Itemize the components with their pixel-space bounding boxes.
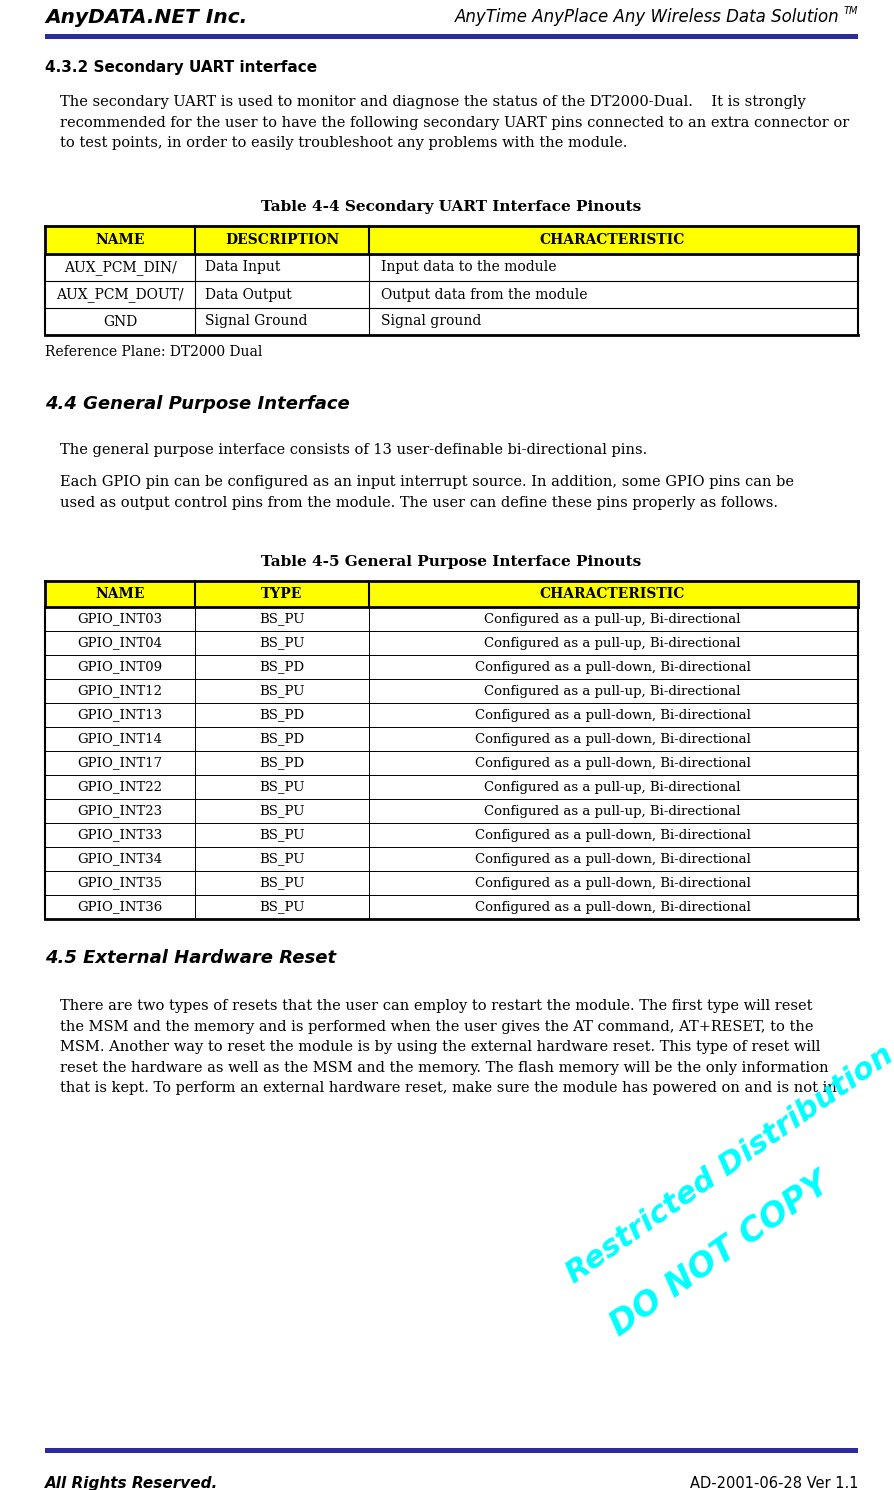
- Bar: [45, 799, 858, 822]
- Text: Table 4-5 General Purpose Interface Pinouts: Table 4-5 General Purpose Interface Pino…: [261, 554, 642, 569]
- Text: BS_PD: BS_PD: [259, 709, 305, 721]
- Text: There are two types of resets that the user can employ to restart the module. Th: There are two types of resets that the u…: [60, 998, 837, 1095]
- Text: 4.5 External Hardware Reset: 4.5 External Hardware Reset: [45, 949, 336, 967]
- Bar: [45, 253, 858, 282]
- Text: Configured as a pull-up, Bi-directional: Configured as a pull-up, Bi-directional: [485, 636, 741, 650]
- Text: Configured as a pull-up, Bi-directional: Configured as a pull-up, Bi-directional: [485, 684, 741, 697]
- Text: BS_PU: BS_PU: [259, 684, 305, 697]
- Text: NAME: NAME: [96, 232, 145, 247]
- Text: BS_PU: BS_PU: [259, 852, 305, 866]
- Text: AnyTime AnyPlace Any Wireless Data Solution: AnyTime AnyPlace Any Wireless Data Solut…: [455, 7, 840, 25]
- Bar: [45, 846, 858, 872]
- Bar: [45, 895, 858, 919]
- Bar: [45, 581, 858, 606]
- Text: BS_PD: BS_PD: [259, 757, 305, 769]
- Text: Each GPIO pin can be configured as an input interrupt source. In addition, some : Each GPIO pin can be configured as an in…: [60, 475, 794, 510]
- Text: GPIO_INT09: GPIO_INT09: [78, 660, 163, 673]
- Text: Configured as a pull-up, Bi-directional: Configured as a pull-up, Bi-directional: [485, 781, 741, 794]
- Text: GPIO_INT12: GPIO_INT12: [78, 684, 163, 697]
- Text: AD-2001-06-28 Ver 1.1: AD-2001-06-28 Ver 1.1: [689, 1477, 858, 1490]
- Bar: [45, 656, 858, 679]
- Text: BS_PU: BS_PU: [259, 900, 305, 913]
- Text: GPIO_INT17: GPIO_INT17: [78, 757, 163, 769]
- Text: 4.3.2 Secondary UART interface: 4.3.2 Secondary UART interface: [45, 60, 317, 74]
- Text: AnyDATA.NET Inc.: AnyDATA.NET Inc.: [45, 7, 248, 27]
- Bar: [45, 727, 858, 751]
- Bar: [45, 282, 858, 308]
- Text: BS_PU: BS_PU: [259, 612, 305, 626]
- Text: Data Input: Data Input: [205, 261, 281, 274]
- Text: Configured as a pull-up, Bi-directional: Configured as a pull-up, Bi-directional: [485, 612, 741, 626]
- Text: Signal Ground: Signal Ground: [205, 314, 308, 328]
- Text: GND: GND: [103, 314, 137, 328]
- Text: GPIO_INT22: GPIO_INT22: [78, 781, 163, 794]
- Bar: [45, 1448, 858, 1453]
- Bar: [45, 34, 858, 39]
- Text: CHARACTERISTIC: CHARACTERISTIC: [540, 232, 685, 247]
- Text: BS_PU: BS_PU: [259, 636, 305, 650]
- Bar: [45, 679, 858, 703]
- Text: Restricted Distribution: Restricted Distribution: [561, 1040, 894, 1289]
- Text: DO NOT COPY: DO NOT COPY: [604, 1167, 836, 1342]
- Text: GPIO_INT04: GPIO_INT04: [78, 636, 163, 650]
- Text: The general purpose interface consists of 13 user-definable bi-directional pins.: The general purpose interface consists o…: [60, 443, 647, 457]
- Text: GPIO_INT33: GPIO_INT33: [78, 828, 163, 842]
- Text: All Rights Reserved.: All Rights Reserved.: [45, 1477, 218, 1490]
- Text: The secondary UART is used to monitor and diagnose the status of the DT2000-Dual: The secondary UART is used to monitor an…: [60, 95, 849, 150]
- Bar: [45, 822, 858, 846]
- Text: Data Output: Data Output: [205, 288, 291, 301]
- Text: BS_PU: BS_PU: [259, 876, 305, 890]
- Text: Configured as a pull-down, Bi-directional: Configured as a pull-down, Bi-directiona…: [475, 733, 750, 745]
- Text: Table 4-4 Secondary UART Interface Pinouts: Table 4-4 Secondary UART Interface Pinou…: [261, 200, 642, 215]
- Bar: [45, 606, 858, 630]
- Bar: [45, 775, 858, 799]
- Text: Configured as a pull-down, Bi-directional: Configured as a pull-down, Bi-directiona…: [475, 900, 750, 913]
- Text: BS_PU: BS_PU: [259, 781, 305, 794]
- Text: AUX_PCM_DIN/: AUX_PCM_DIN/: [63, 261, 176, 276]
- Text: Configured as a pull-down, Bi-directional: Configured as a pull-down, Bi-directiona…: [475, 876, 750, 890]
- Bar: [45, 703, 858, 727]
- Bar: [45, 872, 858, 895]
- Text: BS_PD: BS_PD: [259, 660, 305, 673]
- Text: Configured as a pull-down, Bi-directional: Configured as a pull-down, Bi-directiona…: [475, 757, 750, 769]
- Text: Configured as a pull-down, Bi-directional: Configured as a pull-down, Bi-directiona…: [475, 709, 750, 721]
- Text: Configured as a pull-down, Bi-directional: Configured as a pull-down, Bi-directiona…: [475, 660, 750, 673]
- Text: Input data to the module: Input data to the module: [381, 261, 556, 274]
- Text: Configured as a pull-down, Bi-directional: Configured as a pull-down, Bi-directiona…: [475, 828, 750, 842]
- Text: NAME: NAME: [96, 587, 145, 600]
- Text: GPIO_INT14: GPIO_INT14: [78, 733, 163, 745]
- Text: CHARACTERISTIC: CHARACTERISTIC: [540, 587, 685, 600]
- Text: GPIO_INT34: GPIO_INT34: [78, 852, 163, 866]
- Bar: [45, 308, 858, 335]
- Text: TYPE: TYPE: [261, 587, 303, 600]
- Text: 4.4 General Purpose Interface: 4.4 General Purpose Interface: [45, 395, 350, 413]
- Text: Signal ground: Signal ground: [381, 314, 481, 328]
- Text: GPIO_INT23: GPIO_INT23: [78, 805, 163, 818]
- Text: BS_PU: BS_PU: [259, 805, 305, 818]
- Text: GPIO_INT35: GPIO_INT35: [78, 876, 163, 890]
- Text: GPIO_INT03: GPIO_INT03: [78, 612, 163, 626]
- Text: AUX_PCM_DOUT/: AUX_PCM_DOUT/: [56, 288, 184, 302]
- Text: Configured as a pull-up, Bi-directional: Configured as a pull-up, Bi-directional: [485, 805, 741, 818]
- Text: TM: TM: [844, 6, 858, 16]
- Text: Reference Plane: DT2000 Dual: Reference Plane: DT2000 Dual: [45, 346, 262, 359]
- Bar: [45, 751, 858, 775]
- Bar: [45, 630, 858, 656]
- Text: DESCRIPTION: DESCRIPTION: [225, 232, 339, 247]
- Text: Configured as a pull-down, Bi-directional: Configured as a pull-down, Bi-directiona…: [475, 852, 750, 866]
- Text: BS_PD: BS_PD: [259, 733, 305, 745]
- Text: GPIO_INT13: GPIO_INT13: [78, 709, 163, 721]
- Text: BS_PU: BS_PU: [259, 828, 305, 842]
- Bar: [45, 226, 858, 253]
- Text: GPIO_INT36: GPIO_INT36: [78, 900, 163, 913]
- Text: Output data from the module: Output data from the module: [381, 288, 587, 301]
